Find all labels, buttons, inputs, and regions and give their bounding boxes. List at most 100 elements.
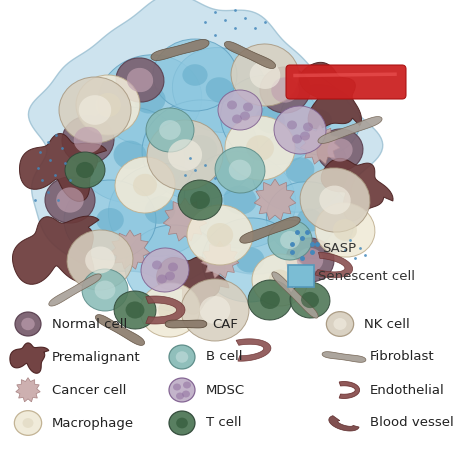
Polygon shape	[165, 320, 207, 328]
Ellipse shape	[158, 299, 182, 321]
Ellipse shape	[56, 187, 84, 213]
Ellipse shape	[183, 382, 191, 389]
Polygon shape	[10, 343, 49, 373]
Ellipse shape	[85, 246, 115, 273]
Ellipse shape	[75, 107, 185, 203]
Ellipse shape	[308, 109, 332, 130]
Ellipse shape	[135, 86, 165, 114]
Ellipse shape	[301, 292, 319, 308]
Ellipse shape	[14, 410, 42, 435]
Text: Blood vessel: Blood vessel	[370, 417, 454, 429]
Polygon shape	[240, 217, 300, 243]
Ellipse shape	[200, 296, 230, 324]
Polygon shape	[236, 339, 271, 361]
Ellipse shape	[319, 185, 351, 214]
Ellipse shape	[202, 218, 298, 302]
Ellipse shape	[232, 115, 242, 124]
Ellipse shape	[82, 269, 128, 311]
Ellipse shape	[229, 160, 251, 181]
Ellipse shape	[286, 157, 314, 182]
Polygon shape	[12, 216, 99, 284]
Ellipse shape	[333, 219, 357, 241]
Ellipse shape	[79, 95, 111, 125]
Ellipse shape	[152, 261, 162, 270]
Ellipse shape	[160, 255, 190, 281]
Ellipse shape	[266, 182, 354, 258]
Ellipse shape	[260, 291, 280, 309]
Text: Fibroblast: Fibroblast	[370, 350, 435, 364]
Ellipse shape	[15, 312, 41, 336]
Ellipse shape	[218, 90, 262, 130]
Polygon shape	[224, 42, 275, 69]
Ellipse shape	[74, 127, 102, 153]
Ellipse shape	[182, 391, 190, 398]
Text: T cell: T cell	[206, 417, 241, 429]
Ellipse shape	[300, 131, 310, 140]
Ellipse shape	[126, 301, 145, 319]
Ellipse shape	[300, 168, 370, 232]
Ellipse shape	[287, 120, 297, 129]
Polygon shape	[314, 252, 353, 278]
Polygon shape	[95, 315, 145, 346]
Text: SASP: SASP	[322, 241, 356, 255]
Ellipse shape	[142, 100, 258, 200]
Ellipse shape	[109, 164, 211, 256]
Ellipse shape	[127, 68, 153, 92]
Polygon shape	[19, 134, 107, 201]
Bar	[288, 265, 314, 287]
Ellipse shape	[169, 345, 195, 369]
Ellipse shape	[271, 77, 299, 103]
Ellipse shape	[269, 270, 291, 291]
Ellipse shape	[165, 272, 175, 281]
Ellipse shape	[98, 55, 202, 145]
Polygon shape	[163, 198, 207, 241]
Ellipse shape	[240, 111, 250, 120]
Polygon shape	[329, 416, 359, 431]
Ellipse shape	[76, 75, 140, 135]
FancyBboxPatch shape	[286, 65, 406, 99]
Ellipse shape	[64, 180, 156, 260]
Ellipse shape	[173, 383, 181, 391]
Ellipse shape	[223, 185, 257, 214]
Ellipse shape	[169, 411, 195, 435]
Ellipse shape	[327, 311, 354, 337]
Ellipse shape	[190, 191, 210, 209]
Ellipse shape	[113, 141, 146, 169]
Ellipse shape	[145, 196, 175, 224]
Text: Premalignant: Premalignant	[52, 350, 141, 364]
Ellipse shape	[250, 61, 280, 89]
Polygon shape	[49, 274, 101, 306]
Ellipse shape	[260, 67, 310, 113]
Ellipse shape	[292, 135, 302, 144]
Ellipse shape	[328, 138, 353, 162]
Ellipse shape	[333, 318, 346, 330]
Text: Senescent cell: Senescent cell	[318, 270, 415, 283]
Ellipse shape	[76, 162, 94, 178]
Ellipse shape	[181, 279, 249, 341]
Ellipse shape	[297, 209, 323, 231]
Ellipse shape	[23, 418, 34, 428]
Ellipse shape	[182, 135, 218, 165]
Ellipse shape	[59, 77, 131, 143]
Ellipse shape	[182, 64, 208, 86]
Ellipse shape	[221, 75, 319, 165]
Ellipse shape	[252, 128, 348, 212]
Polygon shape	[146, 296, 185, 324]
Ellipse shape	[141, 248, 189, 292]
Ellipse shape	[255, 107, 285, 133]
Ellipse shape	[178, 180, 222, 220]
Ellipse shape	[315, 203, 375, 257]
Text: NK cell: NK cell	[364, 318, 410, 330]
Ellipse shape	[140, 283, 200, 337]
Ellipse shape	[45, 177, 95, 223]
Polygon shape	[28, 0, 383, 283]
Ellipse shape	[231, 44, 299, 106]
Ellipse shape	[62, 116, 114, 164]
Polygon shape	[300, 125, 340, 164]
Ellipse shape	[173, 47, 268, 132]
Ellipse shape	[176, 351, 188, 363]
Ellipse shape	[115, 157, 175, 213]
Ellipse shape	[286, 238, 334, 282]
Ellipse shape	[248, 280, 292, 320]
Text: Macrophage: Macrophage	[52, 417, 134, 429]
